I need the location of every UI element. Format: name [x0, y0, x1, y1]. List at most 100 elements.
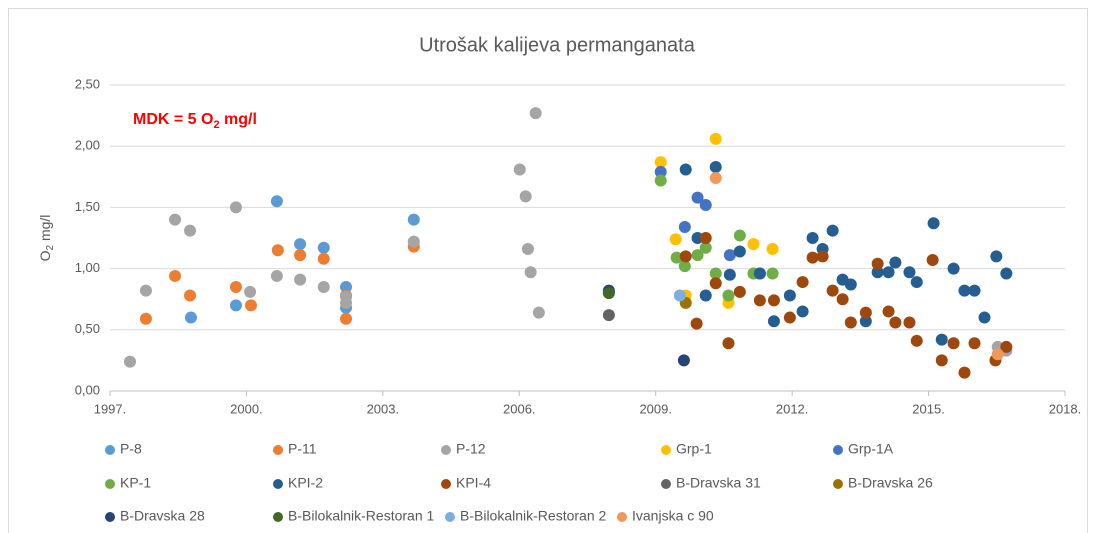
data-point [796, 276, 809, 289]
y-label-tail: mg/l [37, 215, 53, 245]
legend-label: B-Dravska 26 [848, 475, 933, 491]
data-point [796, 305, 809, 318]
data-point [844, 278, 857, 291]
data-point [709, 277, 722, 290]
data-point [229, 280, 242, 293]
data-point [407, 235, 420, 248]
data-point [340, 296, 353, 309]
data-point [532, 306, 545, 319]
legend-label: B-Bilokalnik-Restoran 2 [460, 508, 606, 524]
annotation-tail: mg/l [220, 111, 257, 128]
data-point [139, 284, 152, 297]
y-tick-label: 2,00 [75, 138, 100, 153]
data-point [766, 267, 779, 280]
data-point [767, 294, 780, 307]
data-point [836, 293, 849, 306]
x-tick-label: 2009. [639, 401, 672, 416]
data-point [816, 250, 829, 263]
data-point [753, 267, 766, 280]
data-point [169, 213, 182, 226]
data-point [139, 312, 152, 325]
y-tick-label: 0,00 [75, 382, 100, 397]
data-point [723, 249, 736, 262]
data-point [679, 250, 692, 263]
data-point [1000, 340, 1013, 353]
legend-label: B-Dravska 28 [120, 508, 205, 524]
data-point [709, 267, 722, 280]
data-point [184, 289, 197, 302]
data-point [317, 280, 330, 293]
data-point [935, 333, 948, 346]
x-tick-label: 2012. [776, 401, 809, 416]
data-point [678, 260, 691, 273]
data-point [871, 257, 884, 270]
legend-marker [105, 445, 115, 455]
legend-label: KPI-4 [456, 475, 491, 491]
legend-marker [273, 479, 283, 489]
data-point [733, 245, 746, 258]
data-point [889, 256, 902, 269]
data-point [859, 315, 872, 328]
data-point [691, 191, 704, 204]
data-point [709, 161, 722, 174]
legend-label: KPI-2 [288, 475, 323, 491]
data-point [317, 252, 330, 265]
y-tick-label: 1,00 [75, 260, 100, 275]
legend-marker [661, 445, 671, 455]
y-label-text: O [37, 250, 53, 261]
data-point [709, 132, 722, 145]
data-point [947, 262, 960, 275]
y-tick-label: 1,50 [75, 199, 100, 214]
legend-marker [833, 445, 843, 455]
legend-label: B-Bilokalnik-Restoran 1 [288, 508, 434, 524]
data-point [602, 309, 615, 322]
chart-title: Utrošak kalijeva permanganata [419, 34, 696, 56]
data-point [229, 201, 242, 214]
legend-label: Grp-1 [676, 441, 712, 457]
data-point [910, 334, 923, 347]
data-point [184, 311, 197, 324]
data-point [991, 348, 1004, 361]
data-point [903, 266, 916, 279]
y-tick-label: 2,50 [75, 76, 100, 91]
legend-marker [445, 512, 455, 522]
data-point [935, 354, 948, 367]
data-point [783, 289, 796, 302]
annotation: MDK = 5 O2 mg/l [133, 111, 257, 131]
data-point [670, 251, 683, 264]
data-point [529, 107, 542, 120]
data-point [927, 217, 940, 230]
data-point [783, 311, 796, 324]
data-point [294, 273, 307, 286]
data-point [294, 238, 307, 251]
data-point [690, 317, 703, 330]
data-point [747, 238, 760, 251]
x-tick-label: 2006. [503, 401, 536, 416]
data-point [524, 266, 537, 279]
data-point [871, 266, 884, 279]
data-point [340, 280, 353, 293]
data-point [519, 190, 532, 203]
data-point [889, 316, 902, 329]
x-tick-label: 1997. [94, 401, 127, 416]
annotation-text: MDK = 5 O [133, 111, 213, 128]
legend-marker [617, 512, 627, 522]
data-point [513, 163, 526, 176]
data-point [767, 315, 780, 328]
data-point [699, 289, 712, 302]
legend-label: P-12 [456, 441, 486, 457]
data-point [521, 243, 534, 256]
data-point [317, 241, 330, 254]
legend-label: Ivanjska c 90 [632, 508, 714, 524]
data-point [766, 243, 779, 256]
data-point [654, 165, 667, 178]
data-point [733, 229, 746, 242]
data-point [709, 172, 722, 185]
data-point [806, 232, 819, 244]
data-point [826, 224, 839, 237]
data-point [903, 316, 916, 329]
data-point [270, 269, 283, 282]
data-point [244, 299, 257, 312]
data-point [723, 268, 736, 281]
